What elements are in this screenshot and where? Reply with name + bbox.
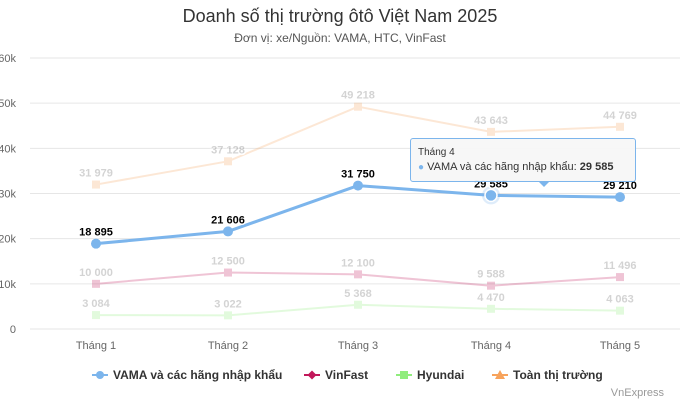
legend: VAMA và các hãng nhập khẩu VinFast Hyundai…: [92, 368, 603, 382]
chart-title: Doanh số thị trường ôtô Việt Nam 2025: [183, 6, 498, 26]
data-point[interactable]: [484, 188, 498, 203]
legend-item[interactable]: Hyundai: [396, 368, 464, 382]
data-point[interactable]: [92, 279, 100, 288]
data-point[interactable]: [615, 192, 625, 203]
series-line: [95, 184, 621, 246]
series-line: [95, 105, 621, 186]
y-tick-label: 0: [10, 324, 16, 336]
legend-marker-diamond: [307, 370, 317, 380]
data-label: 11 496: [603, 260, 636, 272]
data-label: 37 128: [211, 144, 245, 156]
tooltip-series-label: VAMA và các hãng nhập khẩu:: [427, 161, 577, 173]
data-point[interactable]: [487, 281, 495, 290]
data-label: 21 606: [211, 214, 245, 226]
series-hyundai: 3 084 3 022 5 368 4 470 4 063: [81, 286, 635, 320]
y-tick-label: 60k: [0, 53, 16, 65]
data-label: 49 218: [341, 90, 375, 102]
data-label: 44 769: [603, 110, 637, 122]
legend-item[interactable]: Toàn thị trường: [492, 368, 603, 382]
legend-marker-square: [400, 371, 408, 379]
x-axis: Tháng 1 Tháng 2 Tháng 3 Tháng 4 Tháng 5: [76, 340, 640, 352]
x-tick-label: Tháng 2: [208, 340, 248, 352]
data-label: 31 979: [79, 168, 113, 180]
tooltip-arrow: [538, 181, 550, 187]
data-label: 4 470: [477, 292, 505, 304]
data-label: 4 063: [606, 294, 634, 306]
data-label: 29 210: [603, 180, 637, 192]
data-point[interactable]: [224, 268, 232, 277]
data-point[interactable]: [92, 311, 100, 320]
y-tick-label: 40k: [0, 143, 16, 155]
data-label: 10 000: [79, 267, 113, 279]
x-tick-label: Tháng 4: [471, 340, 511, 352]
series-to-n-th-tr-ng: 31 979 37 128 49 218 43 643 44 769: [78, 88, 638, 189]
data-point[interactable]: [616, 122, 624, 131]
data-label: 43 643: [474, 115, 508, 127]
legend-label: Toàn thị trường: [513, 368, 603, 382]
tooltip-value: 29 585: [579, 161, 614, 173]
credits[interactable]: VnExpress: [611, 387, 665, 399]
data-point[interactable]: [91, 238, 101, 249]
data-label: 3 022: [214, 298, 242, 310]
tooltip: Tháng 4 ● VAMA và các hãng nhập khẩu: 29…: [410, 138, 636, 182]
data-point[interactable]: [354, 102, 362, 111]
data-point[interactable]: [354, 300, 362, 309]
data-label: 31 750: [341, 169, 375, 181]
data-point[interactable]: [487, 127, 495, 136]
legend-label: Hyundai: [417, 368, 464, 382]
data-point[interactable]: [487, 304, 495, 313]
legend-item[interactable]: VAMA và các hãng nhập khẩu: [92, 368, 282, 382]
tooltip-header: Tháng 4: [418, 147, 455, 158]
data-label: 9 588: [477, 269, 505, 281]
legend-marker-circle: [96, 371, 104, 379]
y-tick-label: 30k: [0, 189, 16, 201]
data-label: 12 500: [211, 256, 245, 268]
data-point[interactable]: [616, 306, 624, 315]
data-label: 12 100: [341, 257, 375, 269]
data-point[interactable]: [354, 270, 362, 279]
series-line: [95, 271, 621, 287]
legend-marker-triangle: [495, 370, 505, 379]
data-point[interactable]: [353, 180, 363, 191]
series-line: [95, 303, 621, 317]
data-label: 3 084: [82, 298, 110, 310]
y-axis: 0 10k 20k 30k 40k 50k 60k: [0, 53, 16, 336]
y-tick-label: 20k: [0, 234, 16, 246]
data-point[interactable]: [224, 157, 232, 166]
chart-subtitle: Đơn vị: xe/Nguồn: VAMA, HTC, VinFast: [234, 31, 446, 45]
x-tick-label: Tháng 1: [76, 340, 116, 352]
series-vinfast: 10 000 12 500 12 100 9 588 11 496: [78, 254, 638, 290]
legend-label: VinFast: [325, 368, 368, 382]
y-tick-label: 50k: [0, 98, 16, 110]
tooltip-bullet: ●: [418, 162, 425, 173]
data-point[interactable]: [92, 180, 100, 189]
legend-item[interactable]: VinFast: [304, 368, 368, 382]
data-point[interactable]: [223, 226, 233, 237]
data-label: 5 368: [344, 288, 372, 300]
data-point[interactable]: [224, 311, 232, 320]
x-tick-label: Tháng 5: [600, 340, 640, 352]
data-label: 18 895: [79, 227, 113, 239]
legend-label: VAMA và các hãng nhập khẩu: [113, 368, 282, 382]
x-tick-label: Tháng 3: [338, 340, 378, 352]
data-point[interactable]: [616, 273, 624, 282]
y-tick-label: 10k: [0, 279, 16, 291]
series-layer: 31 979 37 128 49 218 43 643 44 769 10 000 12 5…: [78, 88, 638, 320]
